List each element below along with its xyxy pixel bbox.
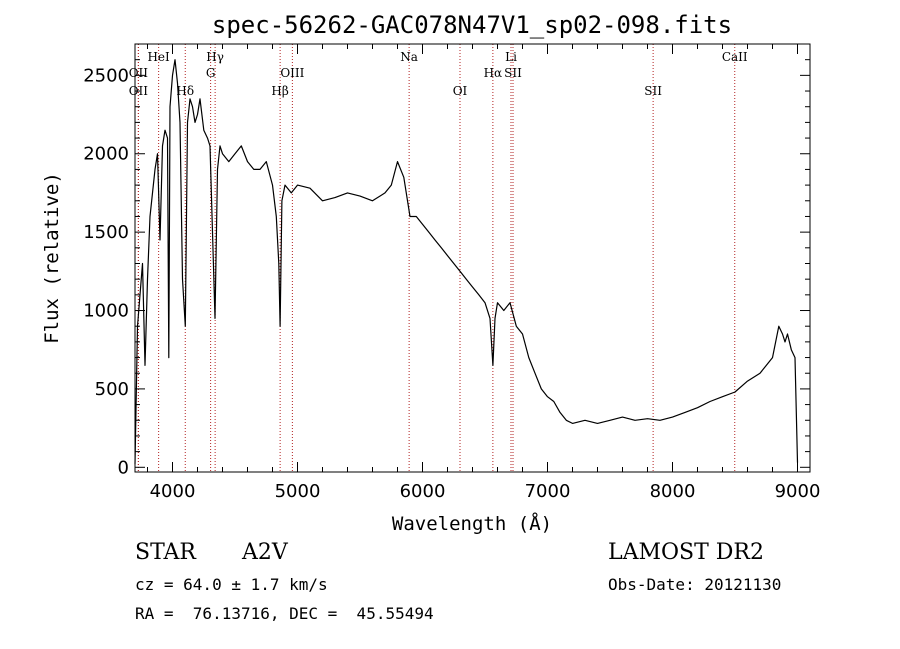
x-tick-label: 4000 [150, 481, 196, 502]
redshift-label: cz = 64.0 ± 1.7 km/s [135, 575, 328, 594]
x-tick-label: 7000 [525, 481, 571, 502]
spectral-line-label: CaII [722, 50, 748, 64]
spectral-line-label: OIII [280, 66, 304, 80]
spectral-line-label: HeI [147, 50, 170, 64]
spectrum-line [134, 59, 799, 465]
spectrum-series [134, 59, 799, 465]
class-label: STAR [135, 540, 196, 565]
y-tick-label: 1000 [83, 301, 129, 322]
spectral-line-label: Hβ [271, 84, 288, 98]
subclass-label: A2V [242, 540, 288, 565]
y-axis-label: Flux (relative) [41, 172, 63, 344]
axis-ticks: 4000 5000 6000 7000 8000 9000 0 500 1000 1500 2000… [83, 44, 820, 502]
spectral-line-label: Hα [484, 66, 503, 80]
spectral-line-label: Li [505, 50, 517, 64]
spectral-line-label: SII [504, 66, 522, 80]
spectral-line-label: SII [644, 84, 662, 98]
y-tick-label: 500 [95, 379, 129, 400]
y-tick-label: 1500 [83, 222, 129, 243]
y-tick-label: 2000 [83, 144, 129, 165]
coords-label: RA = 76.13716, DEC = 45.55494 [135, 604, 434, 623]
spectral-line-label: Hδ [176, 84, 194, 98]
x-tick-label: 8000 [650, 481, 696, 502]
spectral-line-label: OI [453, 84, 468, 98]
x-tick-label: 5000 [275, 481, 321, 502]
obs-date-label: Obs-Date: 20121130 [608, 575, 782, 594]
spectral-line-label: Na [400, 50, 418, 64]
x-tick-label: 6000 [400, 481, 446, 502]
spectral-line-label: G [206, 66, 216, 80]
spectral-line-label: Hγ [206, 50, 224, 64]
y-tick-label: 0 [118, 457, 129, 478]
y-tick-label: 2500 [83, 65, 129, 86]
plot-frame [134, 43, 811, 473]
x-axis-label: Wavelength (Å) [392, 512, 552, 535]
spectral-line-label: OII [129, 66, 149, 80]
chart-title: spec-56262-GAC078N47V1_sp02-098.fits [212, 11, 732, 39]
x-tick-label: 9000 [775, 481, 821, 502]
survey-label: LAMOST DR2 [608, 540, 764, 565]
